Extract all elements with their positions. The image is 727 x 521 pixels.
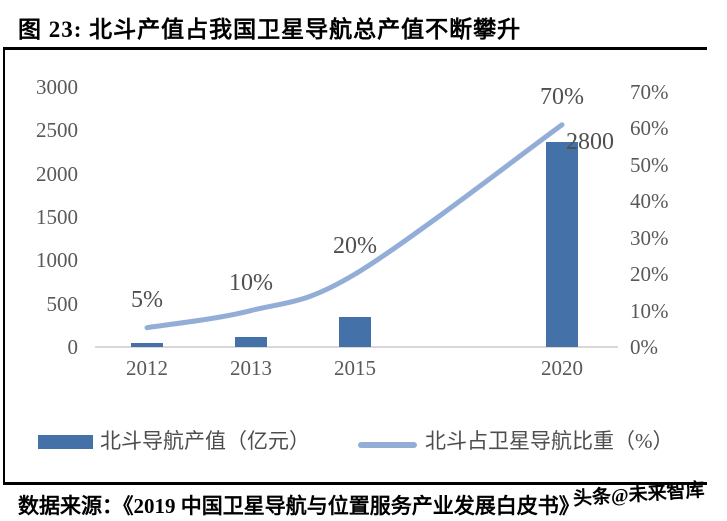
figure-title: 图 23: 北斗产值占我国卫星导航总产值不断攀升: [18, 17, 522, 42]
line-data-label: 20%: [333, 233, 377, 260]
line-data-label: 70%: [540, 83, 584, 110]
x-axis-label: 2012: [126, 356, 168, 380]
legend-line-swatch: [358, 442, 417, 448]
data-source-caption: 数据来源：《2019 中国卫星导航与位置服务产业发展白皮书》: [18, 494, 580, 518]
line-data-label: 10%: [229, 269, 273, 296]
legend-line-label: 北斗占卫星导航比重（%）: [425, 429, 674, 453]
left-axis-tick: 500: [46, 291, 79, 316]
left-axis-tick: 1000: [36, 248, 78, 273]
x-axis-label: 2020: [541, 356, 583, 380]
trend-line-svg: [144, 122, 565, 331]
line-data-label: 5%: [131, 286, 163, 313]
right-axis-tick: 70%: [630, 80, 669, 104]
bar-2013: [235, 337, 267, 347]
chart-box: 3000 2500 2000 1500 1000 500 0 70% 60% 50% 40% 30% 2…: [3, 47, 707, 485]
left-axis-tick: 2000: [36, 161, 78, 186]
legend-bar-swatch: [38, 435, 93, 449]
right-axis-tick: 30%: [630, 225, 669, 250]
bar-2015: [339, 317, 371, 347]
plot-area: 3000 2500 2000 1500 1000 500 0 70% 60% 50% 40% 30% 2…: [5, 50, 707, 482]
right-axis-tick: 20%: [630, 262, 669, 287]
bar-2012: [131, 343, 163, 347]
right-axis-tick: 60%: [630, 116, 669, 141]
left-axis-tick: 2500: [36, 118, 78, 143]
right-axis-tick: 10%: [630, 298, 669, 323]
left-axis-tick: 3000: [36, 75, 78, 99]
x-axis-label: 2015: [334, 356, 376, 380]
right-axis-tick: 40%: [630, 189, 669, 214]
right-axis-tick: 50%: [630, 152, 669, 177]
bar-2020: [546, 141, 578, 347]
x-axis-line: [95, 346, 618, 348]
right-axis-tick: 0%: [630, 335, 658, 359]
x-axis-label: 2013: [230, 356, 272, 380]
trend-line: [144, 122, 565, 331]
left-axis-tick: 1500: [36, 205, 78, 229]
legend-bar-label: 北斗导航产值（亿元）: [100, 429, 310, 453]
left-axis-tick: 0: [67, 335, 79, 359]
bar-data-label: 2800: [566, 128, 614, 155]
